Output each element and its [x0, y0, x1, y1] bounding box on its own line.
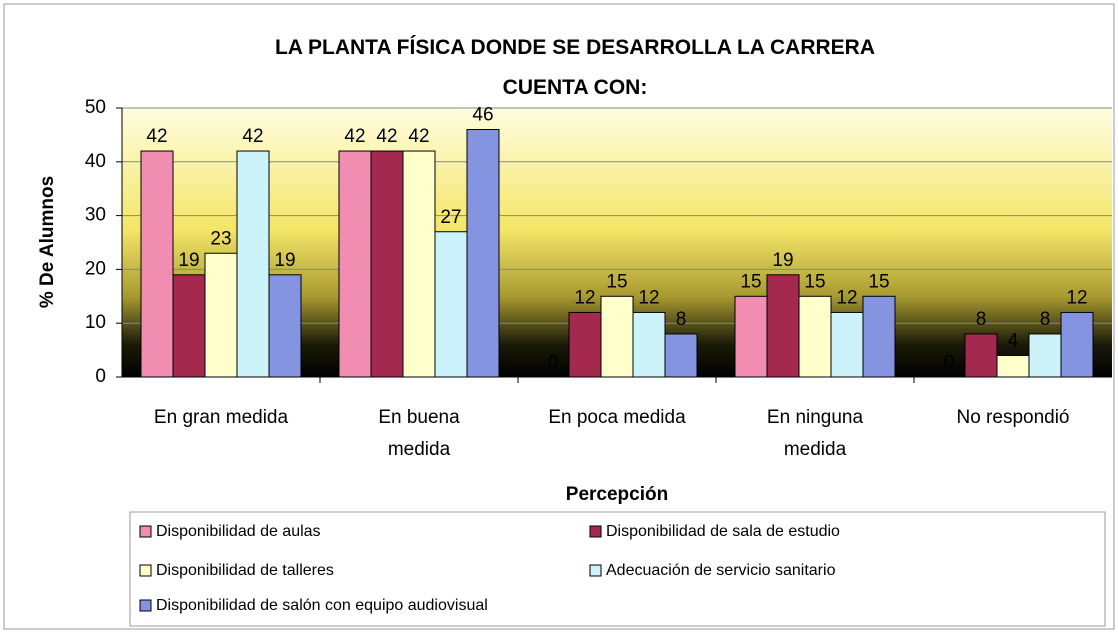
chart-title: LA PLANTA FÍSICA DONDE SE DESARROLLA LA … [275, 36, 875, 99]
y-tick-label: 20 [85, 258, 106, 279]
data-label: 12 [638, 287, 659, 308]
bar [664, 333, 698, 378]
bar [204, 252, 238, 378]
bar [632, 311, 666, 378]
data-label: 15 [606, 271, 627, 292]
bar [734, 295, 768, 378]
legend-label: Disponibilidad de talleres [156, 562, 334, 579]
legend-swatch [589, 525, 602, 538]
bar [1060, 311, 1094, 378]
y-tick-label: 10 [85, 312, 106, 333]
data-label: 23 [210, 228, 231, 249]
bar [1028, 333, 1062, 378]
x-tick-label: En buena medida [378, 407, 460, 460]
data-label: 12 [836, 287, 857, 308]
data-label: 42 [242, 126, 263, 147]
bar [370, 150, 404, 378]
bar [600, 295, 634, 378]
bar [862, 295, 896, 378]
data-label: 19 [772, 250, 793, 271]
x-tick-label: En ninguna medida [767, 407, 864, 460]
x-axis-label: Percepción [566, 484, 668, 505]
data-label: 4 [1008, 330, 1019, 351]
bar [402, 150, 436, 378]
bar [434, 231, 468, 378]
bar [268, 274, 302, 378]
y-tick-label: 40 [85, 151, 106, 172]
legend-swatch [139, 599, 152, 612]
x-tick-label: En gran medida [154, 407, 289, 428]
y-tick-label: 30 [85, 205, 106, 226]
bar [996, 354, 1030, 378]
legend-swatch [139, 564, 152, 577]
bar [236, 150, 270, 378]
data-label: 19 [178, 250, 199, 271]
y-tick-label: 0 [95, 366, 106, 387]
x-tick-label: No respondió [956, 407, 1069, 428]
data-label: 27 [440, 207, 461, 228]
bar [466, 129, 500, 378]
legend-label: Adecuación de servicio sanitario [606, 562, 836, 579]
bar [568, 311, 602, 378]
legend-label: Disponibilidad de salón con equipo audio… [156, 597, 488, 614]
legend-swatch [139, 525, 152, 538]
y-axis-label: % De Alumnos [37, 176, 58, 308]
x-tick-label: En poca medida [548, 407, 686, 428]
bar [830, 311, 864, 378]
data-label: 42 [376, 126, 397, 147]
bar [964, 333, 998, 378]
legend-swatch [589, 564, 602, 577]
data-label: 46 [472, 105, 493, 126]
bar [798, 295, 832, 378]
data-label: 12 [574, 287, 595, 308]
data-label: 19 [274, 250, 295, 271]
data-label: 15 [868, 271, 889, 292]
data-label: 15 [804, 271, 825, 292]
bar [140, 150, 174, 378]
data-label: 0 [548, 352, 559, 373]
legend-label: Disponibilidad de sala de estudio [606, 523, 840, 540]
bar [338, 150, 372, 378]
data-label: 12 [1066, 287, 1087, 308]
y-tick-label: 50 [85, 97, 106, 118]
bar [766, 274, 800, 378]
data-label: 0 [944, 352, 955, 373]
bar [172, 274, 206, 378]
data-label: 42 [344, 126, 365, 147]
legend-box [129, 511, 1106, 627]
data-label: 42 [146, 126, 167, 147]
data-label: 8 [676, 309, 687, 330]
data-label: 8 [1040, 309, 1051, 330]
data-label: 8 [976, 309, 987, 330]
data-label: 15 [740, 271, 761, 292]
data-label: 42 [408, 126, 429, 147]
legend-label: Disponibilidad de aulas [156, 523, 321, 540]
